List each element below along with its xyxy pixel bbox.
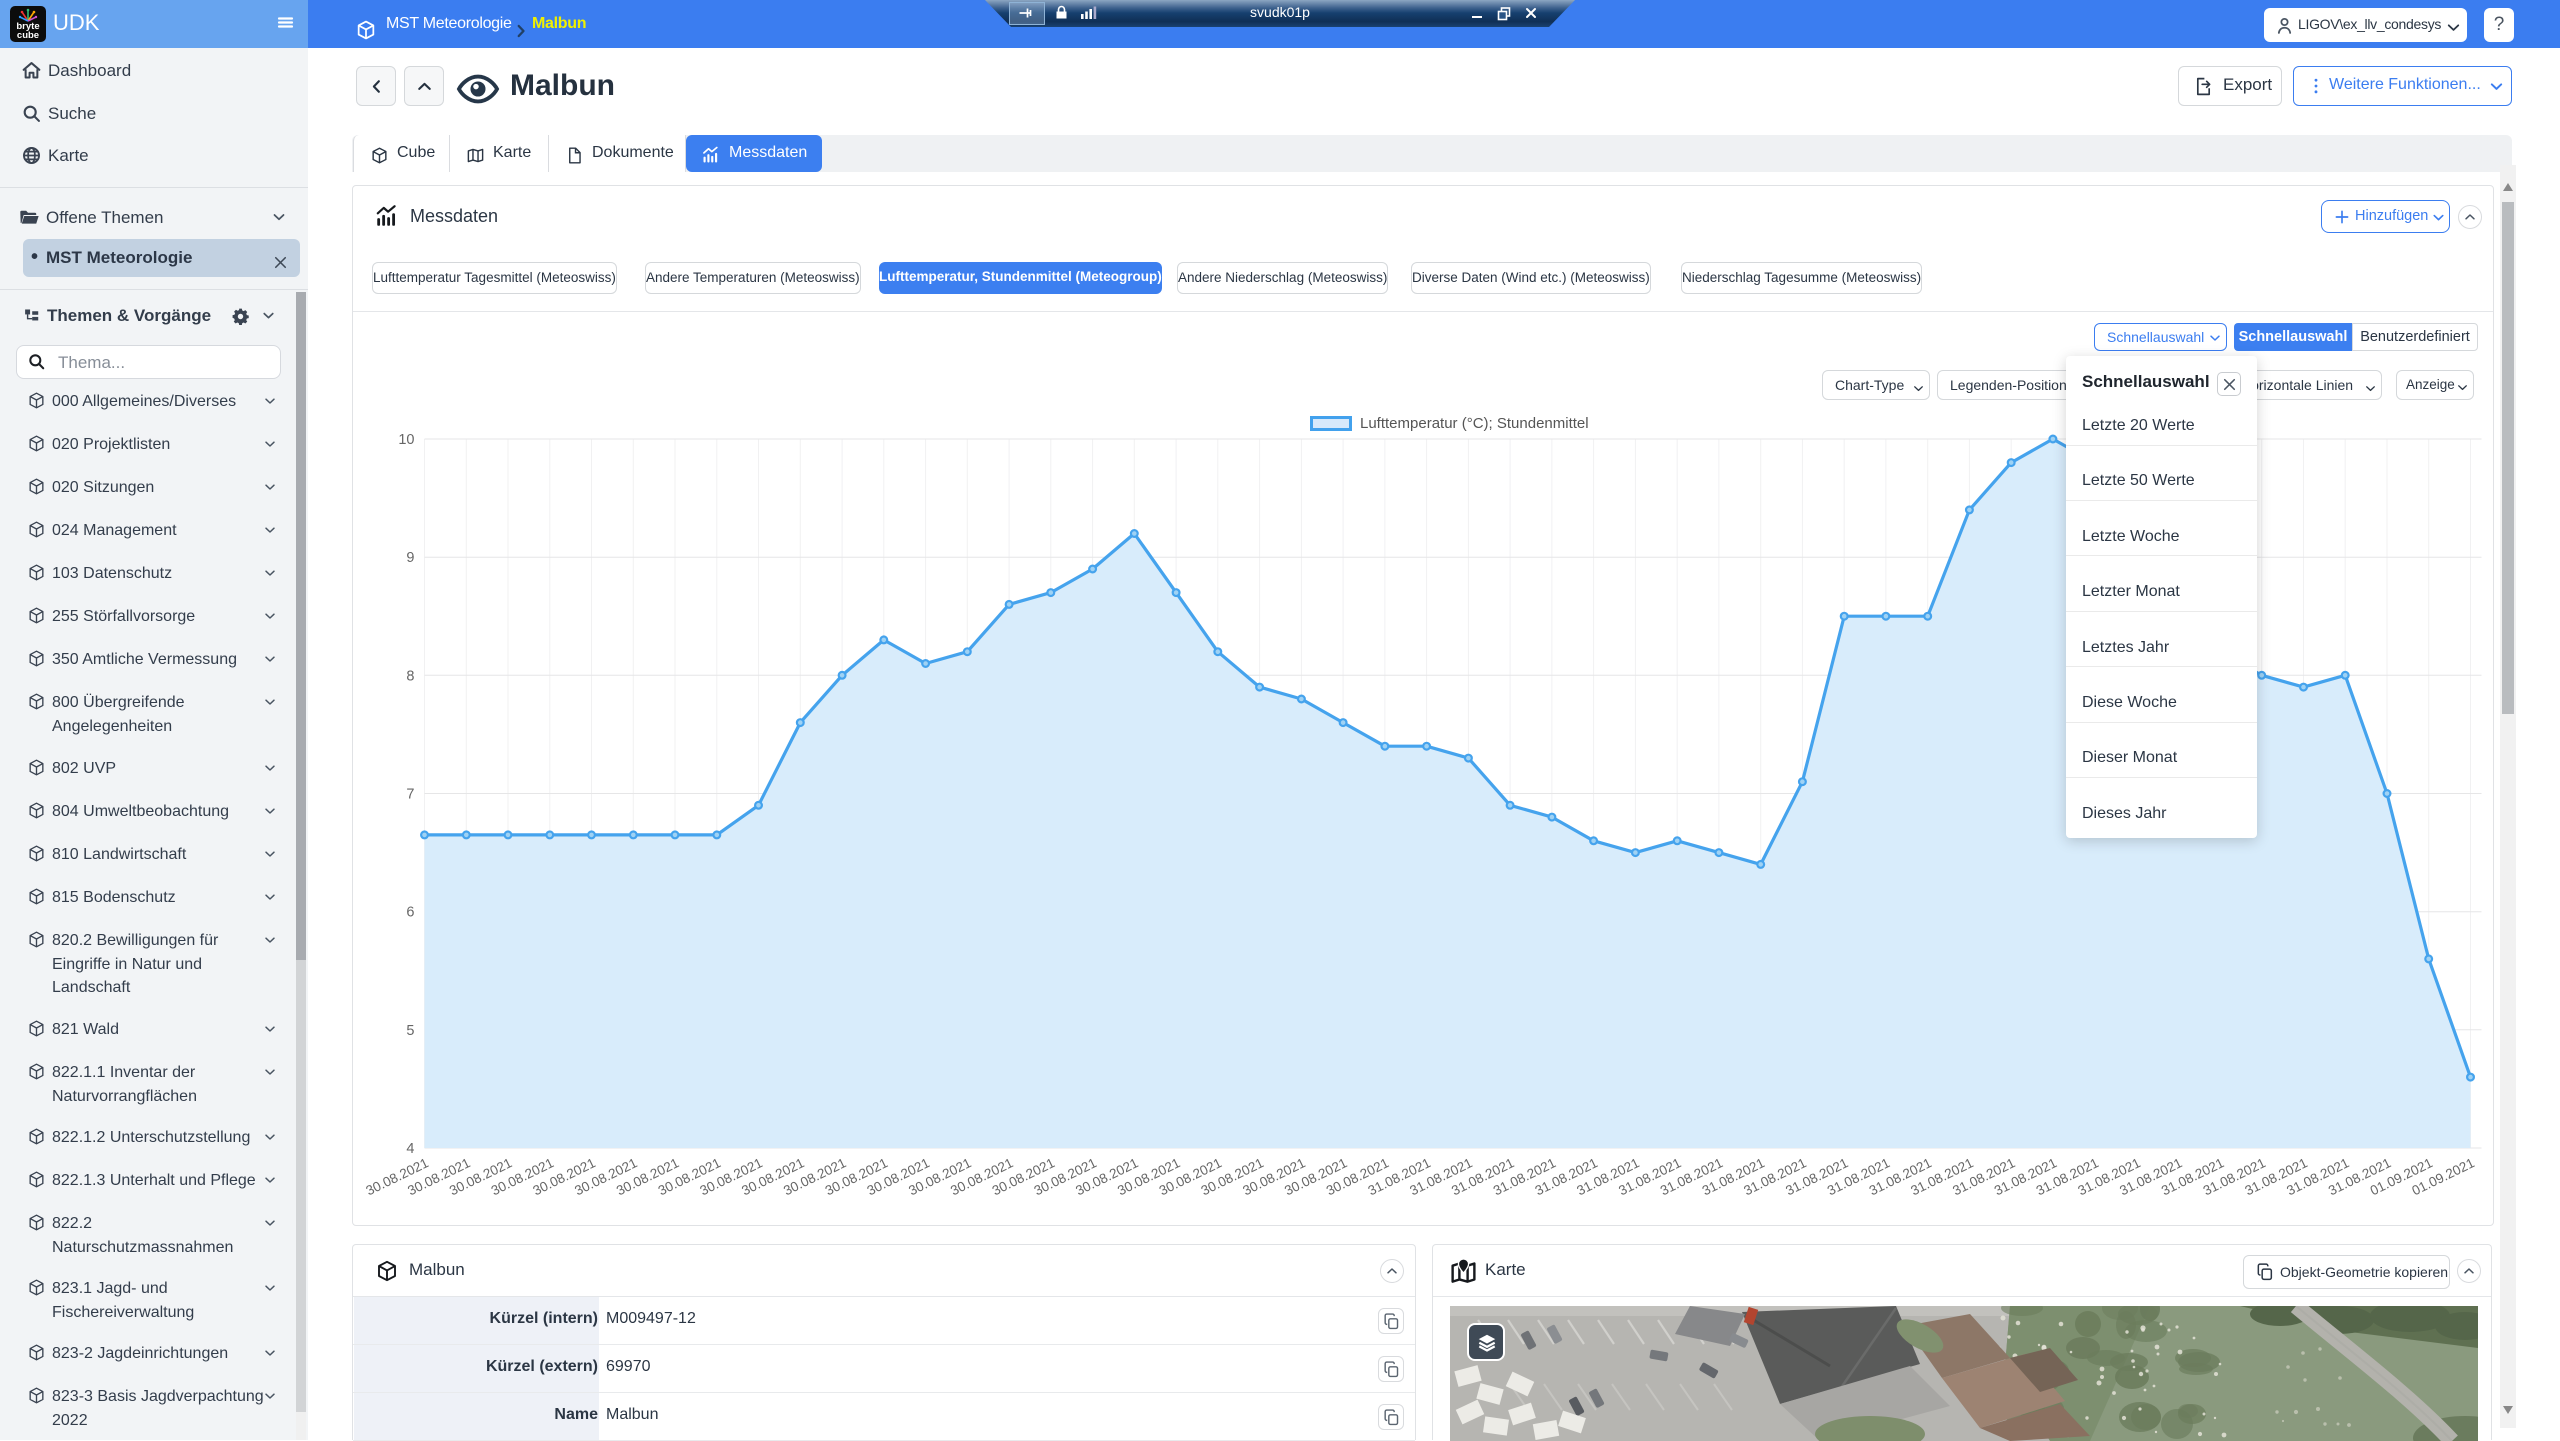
svg-text:4: 4 <box>406 1141 414 1157</box>
svg-text:9: 9 <box>406 550 414 566</box>
svg-text:8: 8 <box>406 668 414 684</box>
svg-text:10: 10 <box>398 432 414 448</box>
svg-text:5: 5 <box>406 1023 414 1039</box>
svg-text:7: 7 <box>406 787 414 803</box>
svg-text:6: 6 <box>406 905 414 921</box>
